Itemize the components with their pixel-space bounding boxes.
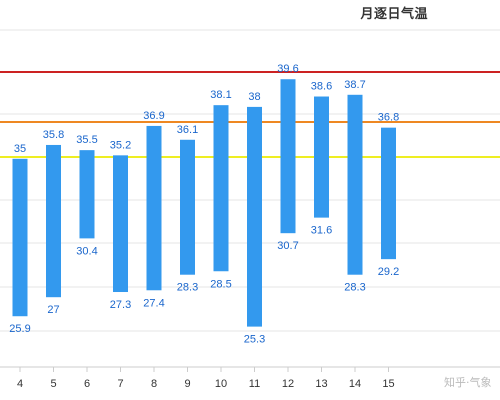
temperature-bar xyxy=(46,144,61,298)
x-tick-label: 7 xyxy=(117,378,123,390)
low-value-label: 25.3 xyxy=(244,334,265,346)
high-value-label: 35.8 xyxy=(43,129,64,141)
temperature-bar xyxy=(12,158,28,317)
low-value-label: 25.9 xyxy=(9,323,30,335)
temperature-bar xyxy=(113,155,128,293)
high-value-label: 39.6 xyxy=(277,63,298,75)
temperature-bar xyxy=(247,106,262,327)
high-value-label: 38 xyxy=(248,91,260,103)
low-value-label: 29.2 xyxy=(378,266,399,278)
high-value-label: 36.1 xyxy=(177,124,198,136)
watermark: 知乎·气象 xyxy=(444,376,492,389)
high-value-label: 36.9 xyxy=(143,110,164,122)
low-value-label: 27 xyxy=(47,304,59,316)
temperature-bar xyxy=(280,79,296,234)
high-value-label: 38.1 xyxy=(210,89,231,101)
low-value-label: 28.3 xyxy=(177,282,198,294)
low-value-label: 27.3 xyxy=(110,299,131,311)
x-tick-label: 9 xyxy=(184,378,190,390)
x-tick-label: 14 xyxy=(349,378,361,390)
high-value-label: 38.7 xyxy=(344,79,365,91)
temperature-bar xyxy=(146,125,162,291)
temperature-bar xyxy=(314,96,329,218)
x-tick-label: 6 xyxy=(84,378,90,390)
x-tick-label: 8 xyxy=(151,378,157,390)
low-value-label: 30.4 xyxy=(76,245,97,257)
x-tick-label: 13 xyxy=(315,378,327,390)
x-tick-label: 15 xyxy=(382,378,394,390)
high-value-label: 35 xyxy=(14,143,26,155)
x-tick-label: 4 xyxy=(17,378,23,390)
high-value-label: 38.6 xyxy=(311,81,332,93)
temperature-bar xyxy=(213,105,229,272)
temperature-bar xyxy=(79,150,95,239)
low-value-label: 28.3 xyxy=(344,282,365,294)
temperature-bar xyxy=(180,139,195,275)
low-value-label: 27.4 xyxy=(143,297,164,309)
high-value-label: 36.8 xyxy=(378,112,399,124)
chart-title: 月逐日气温 xyxy=(360,7,428,22)
x-tick-label: 5 xyxy=(50,378,56,390)
high-value-label: 35.5 xyxy=(76,134,97,146)
low-value-label: 28.5 xyxy=(210,278,231,290)
temperature-bar xyxy=(347,94,363,275)
low-value-label: 30.7 xyxy=(277,240,298,252)
low-value-label: 31.6 xyxy=(311,225,332,237)
x-tick-label: 12 xyxy=(282,378,294,390)
x-tick-label: 11 xyxy=(249,378,260,390)
temperature-bar xyxy=(381,127,396,260)
high-value-label: 35.2 xyxy=(110,139,131,151)
x-tick-label: 10 xyxy=(215,378,227,390)
